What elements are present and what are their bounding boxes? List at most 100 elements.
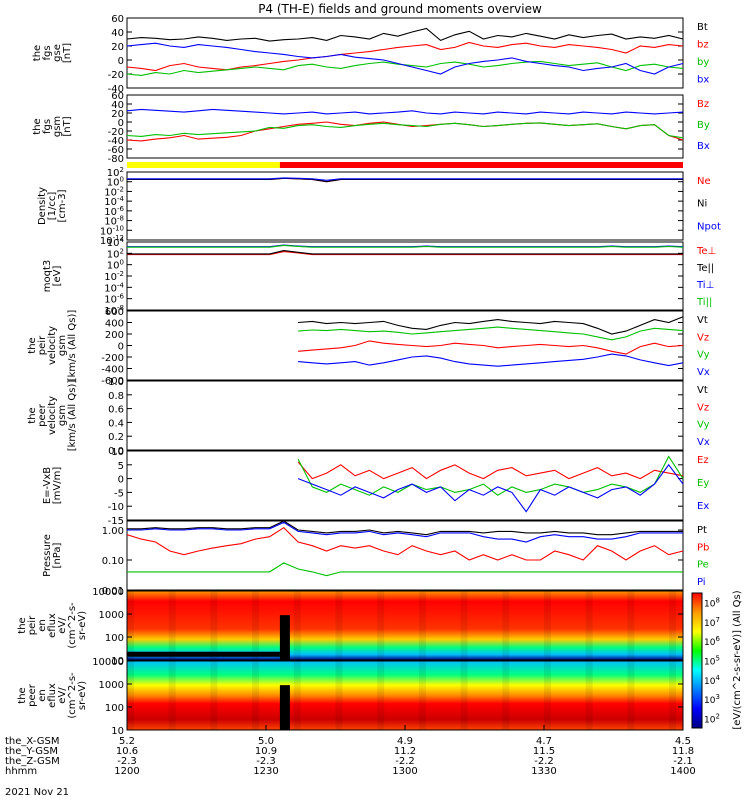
- spectrogram-stripe: [349, 661, 356, 730]
- y-tick-label: 20: [111, 42, 124, 53]
- x-row-label: hhmm: [5, 766, 37, 777]
- legend-Npot: Npot: [697, 221, 721, 232]
- y-tick-label: 0.6: [108, 405, 124, 416]
- y-axis-label: [nT]: [62, 43, 73, 63]
- spectrogram-stripe: [308, 591, 315, 660]
- spectrogram-stripe: [266, 591, 273, 660]
- legend-Vx: Vx: [697, 367, 710, 378]
- x-row-value: -2.3: [117, 756, 137, 767]
- legend-Vz: Vz: [697, 332, 709, 343]
- panel-efield: 10 5 0 -5 -10 -15 E=-VxB [mV/m] Ez Ey Ex: [42, 447, 709, 527]
- panel-frame: [126, 171, 684, 241]
- x-row-value: 1330: [531, 766, 556, 777]
- y-tick-label: 600: [105, 307, 124, 318]
- series-line-Te||: [127, 250, 683, 255]
- y-tick-label: 40: [111, 28, 124, 39]
- panel-frame: [126, 520, 684, 591]
- spectrogram-stripe: [127, 661, 134, 730]
- y-axis-label: (cm^2-s-: [67, 672, 78, 719]
- y-axis-label: [km/s (All Qs)]: [67, 310, 78, 382]
- spectrogram-stripe: [447, 591, 454, 660]
- spectrogram-stripe: [655, 591, 662, 660]
- y-axis-label: peir: [27, 615, 38, 635]
- spectrogram-stripe: [585, 661, 593, 730]
- spectrogram-stripe: [197, 591, 204, 660]
- spectrogram-stripe: [127, 591, 134, 660]
- spectrogram-stripe: [266, 661, 273, 730]
- spectrogram-stripe: [488, 661, 495, 730]
- spectrogram-peer-eflux: [127, 661, 683, 730]
- spectrogram-stripe: [516, 661, 523, 730]
- y-tick-label: -20: [108, 127, 124, 138]
- y-tick-label: 60: [111, 14, 124, 25]
- panel-pressure: 1.00 0.10 0.01 Pressure [nPa] Pt Pb Pe Pi: [42, 520, 709, 597]
- colorbar-tick: 107: [704, 616, 720, 629]
- legend-bz: bz: [697, 40, 709, 51]
- legend-Vz: Vz: [697, 402, 709, 413]
- colorbar-tick: 103: [704, 693, 720, 706]
- panel-frame: [126, 94, 684, 159]
- y-axis-label: Pressure: [42, 534, 53, 577]
- x-row-value: -2.3: [256, 756, 276, 767]
- y-axis-label: [nT]: [62, 116, 73, 136]
- y-axis-label: the: [17, 687, 28, 703]
- y-tick-label: 40: [111, 100, 124, 111]
- x-row-value: 4.5: [675, 736, 691, 747]
- spectrogram-stripe: [141, 591, 148, 660]
- spectrogram-stripe: [405, 591, 412, 660]
- y-tick-label: 100: [105, 703, 124, 714]
- spectrogram-stripe: [363, 591, 370, 660]
- y-axis-label: (cm^2-s-: [67, 602, 78, 649]
- data-gap: [279, 685, 290, 730]
- y-axis-label: the: [32, 118, 43, 134]
- y-axis-label: [mV/m]: [52, 467, 63, 505]
- spectrogram-stripe: [349, 591, 356, 660]
- y-axis-label: moqt3: [42, 260, 53, 293]
- y-tick-label: -600: [101, 376, 124, 387]
- legend-Pi: Pi: [697, 577, 706, 588]
- spectrogram-stripe: [168, 661, 176, 730]
- y-tick-label: -400: [101, 365, 124, 376]
- y-tick-label: 0.8: [108, 391, 124, 402]
- x-row-value: 1230: [253, 766, 278, 777]
- spectrogram-stripe: [502, 591, 510, 660]
- spectrogram-stripe: [627, 661, 635, 730]
- legend-Ni: Ni: [697, 199, 707, 210]
- spectrogram-stripe: [641, 591, 648, 660]
- y-tick-label: 400: [105, 319, 124, 330]
- spectrogram-stripe: [460, 661, 468, 730]
- y-axis-label: sr-eV): [77, 611, 88, 640]
- x-row-value: -2.2: [395, 756, 415, 767]
- x-row-value: -2.1: [673, 756, 693, 767]
- y-axis-label: eV/: [57, 687, 68, 704]
- spectrogram-stripe: [433, 661, 440, 730]
- y-tick-label: 10: [111, 447, 124, 458]
- colorbar-tick: 106: [704, 635, 720, 648]
- y-axis-label: gsm: [57, 405, 68, 426]
- spectrogram-stripe: [669, 591, 677, 660]
- x-row-value: 11.5: [533, 746, 555, 757]
- x-row-value: 10.6: [116, 746, 138, 757]
- data-gap: [279, 615, 290, 660]
- spectrogram-stripe: [141, 661, 148, 730]
- spectrogram-stripe: [530, 591, 537, 660]
- spectrogram-stripe: [155, 661, 162, 730]
- series-line-Vy: [298, 326, 684, 341]
- y-axis-label: peer: [27, 683, 38, 707]
- y-tick-label: 0: [118, 475, 124, 486]
- y-axis-label: Density: [37, 187, 48, 225]
- panel-peer-velocity: 1.0 0.8 0.6 0.4 0.2 0.0 the peer velocity gsm [km/…: [27, 377, 710, 457]
- spectrogram-stripe: [447, 661, 454, 730]
- series-line-Bt: [126, 27, 684, 42]
- y-tick-label: 0.01: [102, 586, 124, 597]
- y-axis-label: [eV]: [52, 266, 63, 287]
- y-axis-label: the: [27, 337, 38, 353]
- y-tick-label: 10: [111, 656, 124, 667]
- y-axis-label: gsm: [52, 116, 63, 137]
- spectrogram-stripe: [293, 591, 301, 660]
- x-row-value: -2.2: [534, 756, 554, 767]
- colorbar-tick: 102: [704, 712, 720, 725]
